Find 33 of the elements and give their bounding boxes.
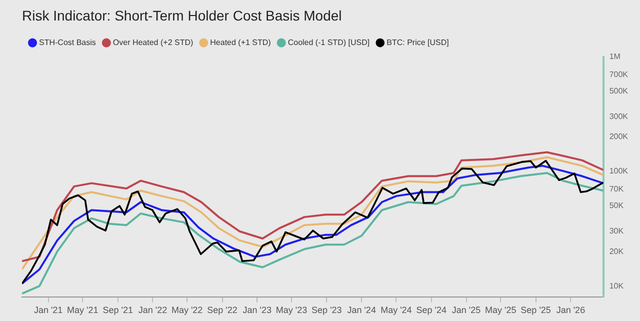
y-tick-label: 300K	[609, 112, 629, 121]
y-tick-label: 100K	[609, 166, 629, 176]
x-tick-label: May '24	[380, 305, 412, 316]
x-tick-label: Jan '24	[347, 305, 376, 316]
legend-label: Over Heated (+2 STD)	[112, 38, 194, 48]
y-tick-label: 500K	[609, 86, 629, 96]
legend-label: Cooled (-1 STD) [USD]	[288, 38, 370, 48]
y-tick-label: 70K	[609, 184, 624, 194]
x-tick-label: Sep '21	[102, 305, 133, 316]
x-tick-label: Jan '22	[138, 305, 168, 316]
x-tick-label: Sep '25	[520, 305, 551, 316]
x-tick-label: Jan '26	[556, 305, 586, 316]
x-tick-label: Sep '23	[312, 305, 342, 316]
y-tick-label: 200K	[609, 132, 629, 142]
y-tick-label: 700K	[609, 70, 629, 79]
chart-title: Risk Indicator: Short-Term Holder Cost Basis Model	[22, 7, 342, 24]
x-tick-label: May '25	[484, 305, 516, 316]
y-tick-label: 50K	[609, 201, 624, 210]
y-tick-label: 20K	[609, 246, 624, 256]
x-tick-label: Sep '24	[416, 305, 447, 316]
legend-label: BTC: Price [USD]	[386, 38, 449, 48]
y-tick-label: 1M	[609, 52, 621, 62]
x-tick-label: Sep '22	[207, 305, 238, 316]
x-tick-label: May '22	[171, 305, 203, 316]
x-tick-label: May '21	[67, 305, 98, 316]
y-tick-label: 30K	[609, 226, 624, 236]
legend-label: Heated (+1 STD)	[210, 38, 272, 48]
x-tick-label: Jan '21	[34, 305, 63, 316]
y-tick-label: 10K	[609, 281, 624, 290]
x-tick-label: May '23	[276, 305, 308, 316]
x-tick-label: Jan '25	[452, 305, 481, 316]
x-tick-label: Jan '23	[242, 305, 272, 316]
legend-label: STH-Cost Basis	[39, 38, 96, 48]
